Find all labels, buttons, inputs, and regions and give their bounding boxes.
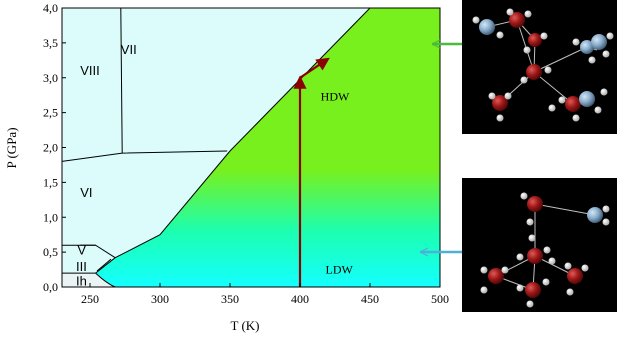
x-axis-ticks: 250 300 350 400 450 500	[81, 283, 449, 306]
phase-label-viii: VIII	[80, 63, 100, 78]
y-axis-title: P (GPa)	[4, 127, 19, 168]
phase-boundaries	[61, 7, 371, 288]
phase-label-ih: Ih	[76, 273, 87, 288]
y-tick-label: 2,5	[43, 106, 58, 120]
region-labels: HDW LDW	[321, 90, 354, 277]
phase-label-v: V	[77, 243, 86, 258]
phase-label-vi: VI	[80, 185, 92, 200]
solid-phase-region	[62, 8, 370, 287]
x-tick-label: 400	[291, 292, 309, 306]
x-tick-label: 300	[151, 292, 169, 306]
y-tick-label: 3,0	[43, 71, 58, 85]
ldw-snapshot-image	[462, 178, 617, 312]
y-tick-label: 2,0	[43, 141, 58, 155]
hdw-snapshot-image	[462, 0, 617, 134]
compression-path	[293, 57, 330, 287]
y-tick-label: 3,5	[43, 36, 58, 50]
x-axis-title: T (K)	[230, 318, 259, 333]
ice-ih-boundary	[95, 272, 116, 288]
x-tick-label: 450	[361, 292, 379, 306]
plot-area	[61, 7, 441, 288]
phase-label-iii: III	[76, 259, 87, 274]
phase-label-vii: VII	[121, 42, 137, 57]
ice-ih-region	[62, 273, 116, 287]
x-tick-label: 500	[431, 292, 449, 306]
region-label-hdw: HDW	[321, 90, 350, 104]
path-arrow-1	[299, 57, 330, 79]
y-tick-label: 0,5	[43, 245, 58, 259]
melting-line	[95, 7, 371, 274]
y-tick-label: 4,0	[43, 1, 58, 15]
y-tick-label: 0,0	[43, 280, 58, 294]
x-tick-label: 250	[81, 292, 99, 306]
liquid-water-region	[95, 8, 440, 287]
y-tick-label: 1,5	[43, 175, 58, 189]
y-axis-ticks: 0,0 0,5 1,0 1,5 2,0 2,5 3,0 3,5 4,0	[43, 1, 66, 294]
region-label-ldw: LDW	[326, 263, 354, 277]
phase-boundary-3	[120, 7, 123, 154]
phase-boundary-5	[96, 258, 112, 272]
x-tick-label: 350	[221, 292, 239, 306]
y-tick-label: 1,0	[43, 210, 58, 224]
